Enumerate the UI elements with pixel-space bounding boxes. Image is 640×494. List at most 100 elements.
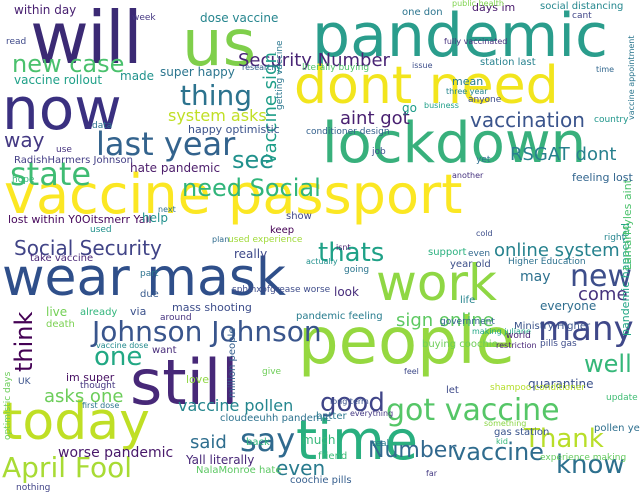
word-system-asks: system asks [168, 106, 267, 125]
word-thank: Thank [524, 424, 604, 454]
word-use: use [56, 145, 72, 155]
word-asks-one: asks one [44, 386, 124, 407]
word-getting-vaccine: getting vaccine [275, 40, 285, 110]
word-let: let [446, 385, 459, 396]
word-plan: plan [212, 235, 230, 244]
word-take-vaccine: take vaccine [30, 253, 94, 264]
word-vaccine-pollen: vaccine pollen [178, 396, 294, 415]
word-april-fool: April Fool [2, 451, 133, 484]
word-give: give [262, 367, 282, 377]
word-everyone: everyone [540, 299, 597, 313]
word-around: around [160, 313, 192, 323]
word-hope: hope [12, 175, 35, 185]
word-even-small: even [468, 249, 491, 259]
word-know: know [556, 450, 625, 480]
word-days-im: days im [472, 1, 516, 14]
word-rsgat-dont: RSGAT dont [510, 144, 617, 165]
word-shampoo-conditioner: shampoo conditioner [490, 383, 586, 393]
word-kid: kid [496, 437, 508, 446]
word-job: job [372, 147, 386, 157]
word-sign-online: sign online [396, 310, 494, 331]
word-quarantine: quarantine [528, 377, 594, 391]
word-station-last: station last [480, 57, 536, 68]
word-cloudeeuhh-pandemic: cloudeeuhh pandemic [220, 413, 331, 424]
word-lost-within: lost within Y0Oitsmerr Yall [8, 213, 152, 226]
word-even: even [276, 456, 326, 480]
word-good: good [320, 388, 385, 418]
word-lamarmyles-aint: LamarMyles aint [621, 179, 634, 270]
word-social-security: Social Security [14, 236, 162, 260]
word-thats: thats [318, 238, 385, 268]
word-ministry-higher: Ministry Higher [514, 321, 591, 332]
word-pollen-yet: pollen yet [594, 423, 640, 434]
word-friend: friend [318, 451, 348, 462]
word-next: next [158, 205, 176, 214]
word-see: see [232, 146, 275, 174]
word-pills-gas: pills gas [540, 339, 577, 349]
word-gas-station: gas station [494, 427, 550, 438]
word-happy-optimistic: happy optimistic [188, 123, 280, 136]
word-read: read [6, 37, 27, 47]
word-really: really [234, 247, 268, 261]
word-much: much [302, 433, 336, 447]
word-im-super: im super [66, 371, 115, 384]
word-will: will [30, 0, 143, 80]
word-fully-vaccinated: fully vaccinated [444, 37, 508, 46]
word-dose-vaccine: dose vaccine [200, 11, 279, 25]
word-social-distancing: social distancing [540, 1, 624, 12]
word-help: help [142, 211, 168, 225]
word-via: via [130, 305, 147, 318]
word-used: used [90, 225, 112, 235]
word-now: now [2, 75, 122, 143]
word-business: business [424, 101, 459, 110]
word-lockdown: lockdown [322, 111, 587, 176]
word-come: come [578, 284, 628, 305]
word-said: said [190, 432, 227, 453]
word-last-year: last year [96, 125, 236, 163]
word-time: time [296, 409, 419, 472]
word-real: real [372, 439, 390, 449]
word-right: right [604, 233, 626, 243]
word-worse-pandemic: worse pandemic [58, 445, 174, 461]
word-made: made [120, 69, 155, 83]
word-country: country [594, 115, 629, 125]
word-better: better [316, 411, 347, 422]
word-part: part [140, 269, 159, 279]
word-issue: issue [412, 61, 433, 70]
word-far: far [426, 469, 438, 478]
word-dont-need: dont need [294, 56, 559, 116]
word-actually: actually [306, 257, 338, 266]
word-think: think [10, 311, 38, 372]
word-vaccine-appointment: vaccine appointment [627, 35, 636, 121]
word-nalamonroe-hate: NalaMonroe hate [196, 465, 282, 476]
word-vaccine-dose: vaccine dose [96, 341, 149, 350]
word-say: say [240, 421, 296, 459]
word-three-year: three year [446, 87, 488, 96]
word-many: many [538, 309, 634, 349]
word-making-juliane: making juliane [472, 327, 531, 336]
word-already: already [80, 307, 118, 318]
word-vaccine-passport: vaccine passport [4, 163, 463, 226]
word-vaccine: vaccine [452, 438, 544, 466]
word-nothing: nothing [16, 483, 51, 493]
word-love: love [186, 373, 210, 386]
word-mean: mean [452, 75, 484, 88]
word-super-happy: super happy [160, 65, 235, 79]
word-need-social: need Social [182, 174, 321, 202]
word-hate-pandemic: hate pandemic [130, 161, 221, 175]
word-live: live [46, 305, 68, 319]
word-another: another [452, 171, 484, 180]
word-well: well [584, 350, 632, 378]
word-used-experience: used experience [228, 235, 303, 245]
word-thought: thought [80, 381, 116, 391]
word-aint-got: aint got [340, 108, 410, 129]
word-first-dose: first dose [82, 401, 120, 410]
word-sphinxofgrease-worse: sphinxofgrease worse [232, 285, 331, 295]
word-us: us [182, 7, 256, 81]
word-experience-making: experience making [540, 453, 627, 463]
word-security-number: Security Number [238, 50, 390, 71]
word-people: people [298, 305, 515, 379]
word-number: Number [368, 438, 457, 463]
word-online-system: online system [494, 240, 620, 261]
